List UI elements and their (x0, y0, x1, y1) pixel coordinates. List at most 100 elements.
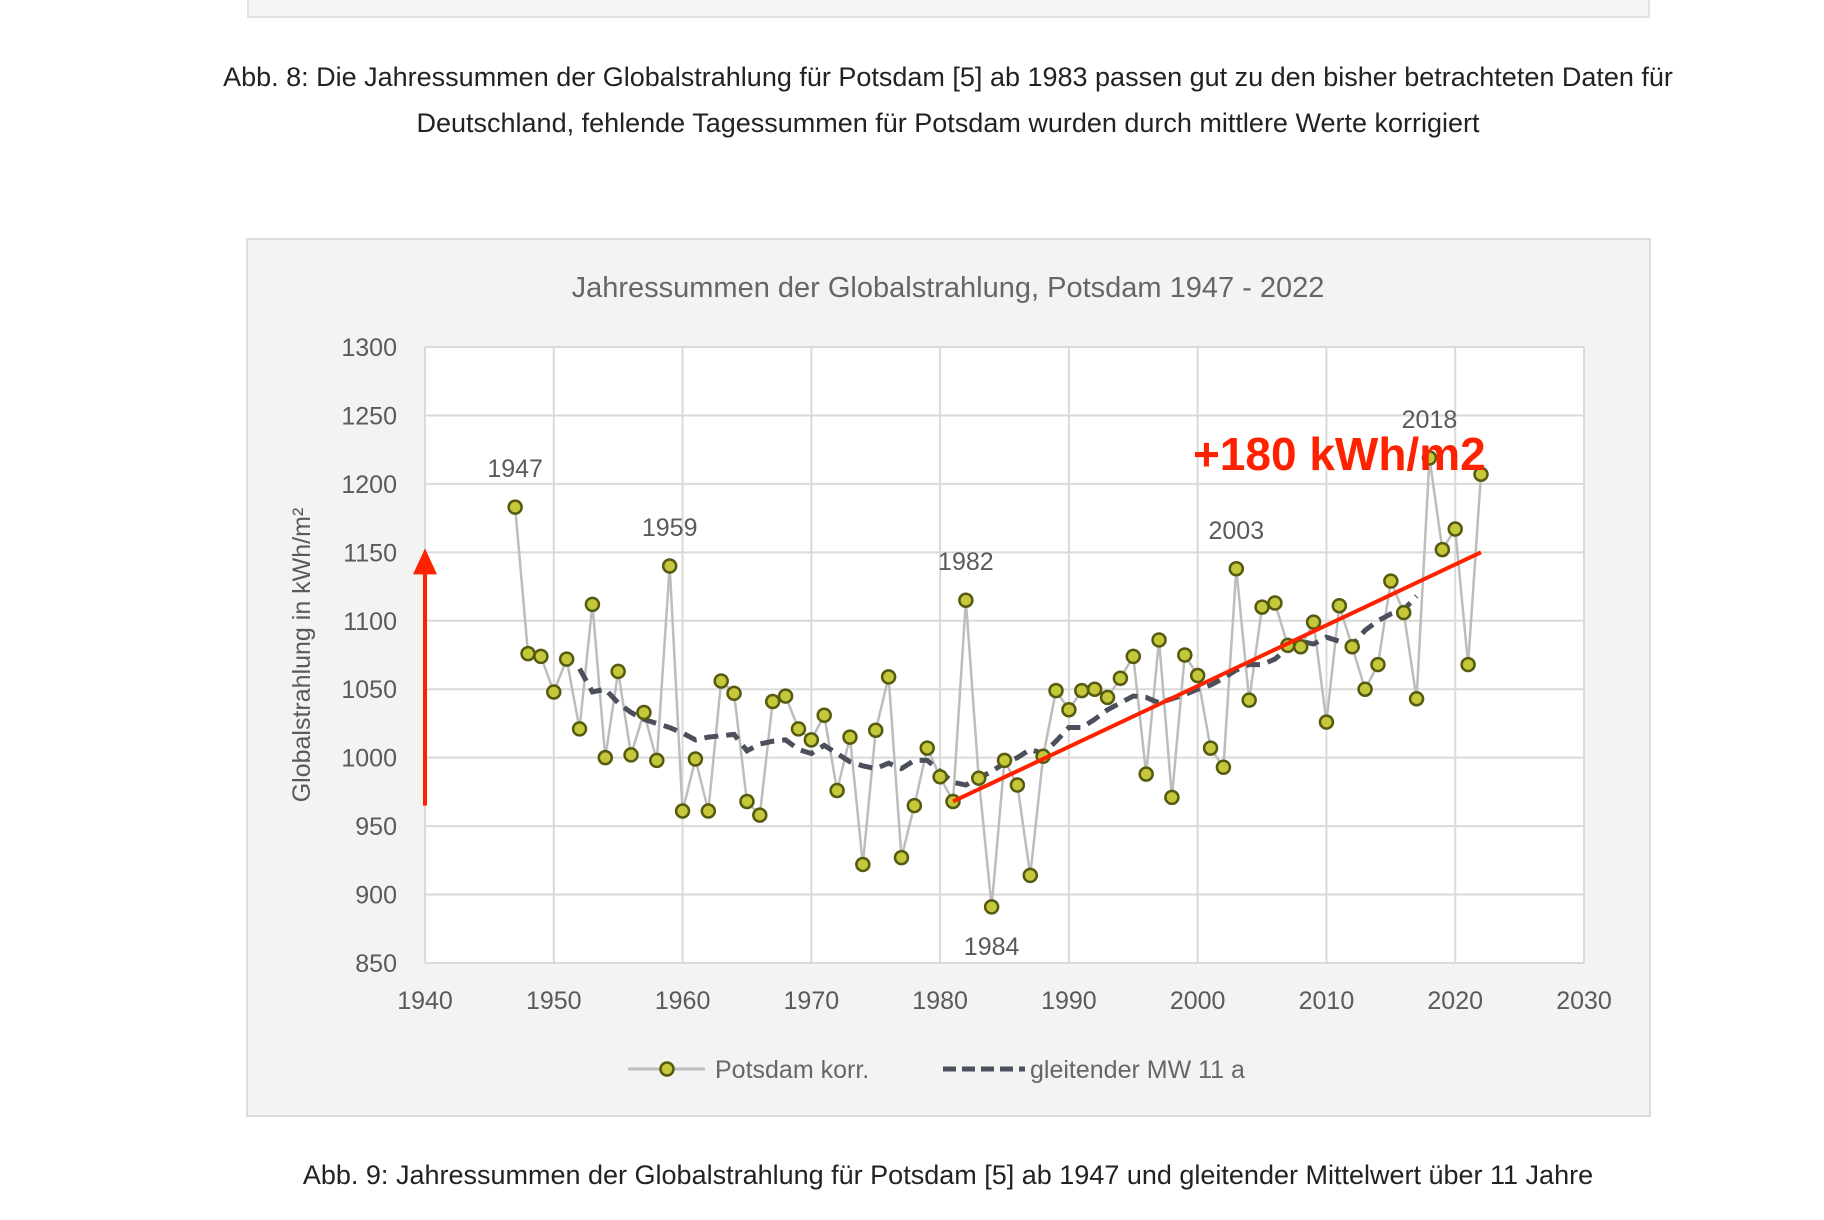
data-label: 2018 (1402, 406, 1458, 434)
x-tick-label: 1980 (912, 987, 968, 1015)
data-point (867, 722, 884, 739)
data-point (1447, 521, 1463, 537)
data-point (1228, 561, 1245, 577)
data-point (507, 499, 523, 515)
data-point (777, 688, 794, 704)
data-point (1048, 682, 1064, 699)
data-point (1254, 599, 1270, 615)
series-line-moving-average (577, 594, 1419, 788)
data-point (713, 673, 729, 689)
chart-title: Jahressummen der Globalstrahlung, Potsda… (572, 272, 1325, 304)
data-point (1305, 614, 1322, 630)
data-point (1138, 766, 1154, 782)
data-point (1061, 702, 1077, 718)
data-point (1357, 681, 1373, 697)
data-point (764, 693, 781, 710)
data-point (1370, 656, 1386, 673)
data-label: 1947 (487, 455, 543, 483)
previous-figure-frame (247, 0, 1650, 18)
annotation-text: +180 kWh/m2 (1193, 428, 1486, 480)
data-point (674, 803, 691, 819)
data-label: 1959 (642, 514, 698, 542)
data-point (687, 751, 704, 767)
data-point (829, 782, 845, 799)
data-point (803, 732, 820, 748)
data-point (1408, 691, 1425, 707)
x-tick-label: 1950 (526, 987, 582, 1015)
data-point (1009, 777, 1026, 793)
plot-area (425, 347, 1584, 963)
legend: Potsdam korr. gleitender MW 11 a (628, 1056, 1245, 1084)
data-point (1022, 867, 1039, 884)
data-point (1267, 595, 1283, 611)
data-point (636, 704, 652, 721)
data-point (1202, 740, 1219, 756)
x-tick-label: 1960 (655, 987, 711, 1015)
data-point (790, 721, 807, 737)
data-point (906, 797, 923, 814)
y-axis-label: Globalstrahlung in kWh/m² (288, 508, 316, 803)
x-tick-label: 1990 (1041, 987, 1097, 1015)
figure-9-caption: Abb. 9: Jahressummen der Globalstrahlung… (302, 1160, 1594, 1190)
figure-8-caption-line-2: Deutschland, fehlende Tagessummen für Po… (416, 108, 1480, 138)
y-tick-label: 850 (355, 950, 397, 978)
data-point (958, 592, 974, 608)
data-point (1074, 682, 1090, 699)
x-tick-label: 2000 (1170, 987, 1226, 1015)
y-tick-label: 1200 (341, 471, 397, 499)
x-tick-label: 1970 (784, 987, 840, 1015)
y-tick-label: 1100 (343, 608, 397, 636)
data-point (1241, 692, 1257, 708)
data-point (1434, 541, 1451, 558)
arrow-up-icon (413, 548, 437, 575)
legend-marker-potsdam (659, 1061, 675, 1077)
data-point (752, 807, 768, 823)
data-point (1125, 648, 1142, 665)
data-point (1395, 604, 1412, 621)
data-label: 1982 (938, 548, 994, 576)
data-point (1189, 667, 1206, 684)
data-point (1177, 647, 1193, 663)
y-tick-label: 1050 (341, 676, 397, 704)
data-point (623, 747, 639, 763)
y-tick-label: 1250 (341, 402, 397, 430)
x-tick-label: 2010 (1299, 987, 1355, 1015)
data-point (996, 752, 1013, 769)
data-point (1292, 639, 1309, 655)
data-point (533, 648, 549, 665)
data-point (546, 684, 562, 700)
y-tick-label: 900 (355, 882, 397, 910)
data-point (880, 669, 897, 685)
data-point (1421, 450, 1438, 466)
y-tick-label: 1150 (343, 539, 397, 567)
x-tick-label: 1940 (397, 987, 453, 1015)
data-point (970, 770, 987, 786)
y-tick-label: 950 (355, 813, 397, 841)
series-line-potsdam (513, 457, 1483, 908)
data-point (1215, 759, 1232, 775)
figure-8-caption-line-1: Abb. 8: Die Jahressummen der Globalstrah… (223, 62, 1673, 92)
data-point (983, 899, 1000, 915)
data-point (893, 849, 910, 866)
x-tick-label: 2020 (1427, 987, 1483, 1015)
data-point (571, 721, 588, 737)
data-point (1099, 689, 1116, 706)
data-point (816, 707, 832, 723)
data-label: 1984 (964, 933, 1020, 961)
y-tick-label: 1000 (341, 745, 397, 773)
data-point (726, 685, 742, 702)
data-point (1473, 466, 1489, 483)
data-point (739, 793, 755, 810)
data-point (700, 803, 717, 819)
data-point (558, 651, 575, 667)
data-point (1460, 656, 1476, 673)
y-tick-label: 1300 (341, 334, 397, 362)
data-point (919, 740, 935, 756)
figure-8-caption: Abb. 8: Die Jahressummen der Globalstrah… (90, 54, 1806, 146)
data-point (1112, 670, 1129, 687)
data-point (1383, 573, 1399, 589)
data-label: 2003 (1208, 517, 1264, 545)
data-point (661, 558, 678, 574)
data-point (1164, 789, 1180, 806)
x-tick-label: 2030 (1556, 987, 1612, 1015)
